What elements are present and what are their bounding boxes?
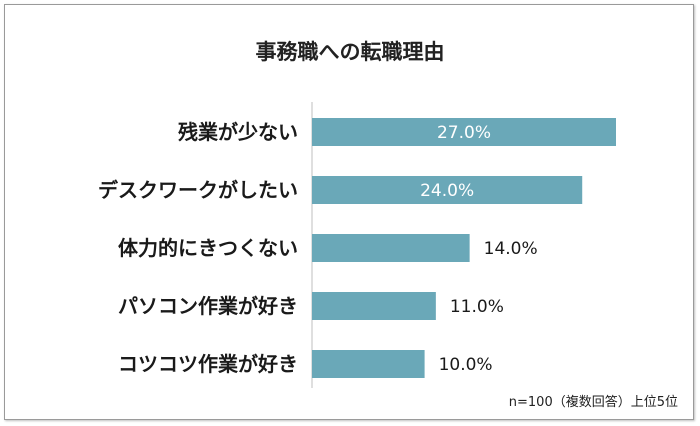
- category-label: デスクワークがしたい: [98, 178, 298, 202]
- bar: [312, 234, 470, 262]
- value-label: 10.0%: [439, 355, 493, 375]
- value-label: 24.0%: [420, 181, 474, 201]
- sample-note: n=100（複数回答）上位5位: [508, 395, 678, 410]
- category-label: 残業が少ない: [178, 120, 298, 144]
- bar: [312, 118, 616, 146]
- bar: [312, 350, 425, 378]
- chart-title: 事務職への転職理由: [255, 40, 445, 64]
- category-label: コツコツ作業が好き: [118, 352, 298, 376]
- bar: [312, 176, 583, 204]
- value-label: 14.0%: [484, 239, 538, 259]
- value-label: 27.0%: [437, 123, 491, 143]
- bar: [312, 292, 436, 320]
- value-label: 11.0%: [450, 297, 504, 317]
- category-label: パソコン作業が好き: [118, 294, 298, 318]
- category-label: 体力的にきつくない: [118, 236, 298, 260]
